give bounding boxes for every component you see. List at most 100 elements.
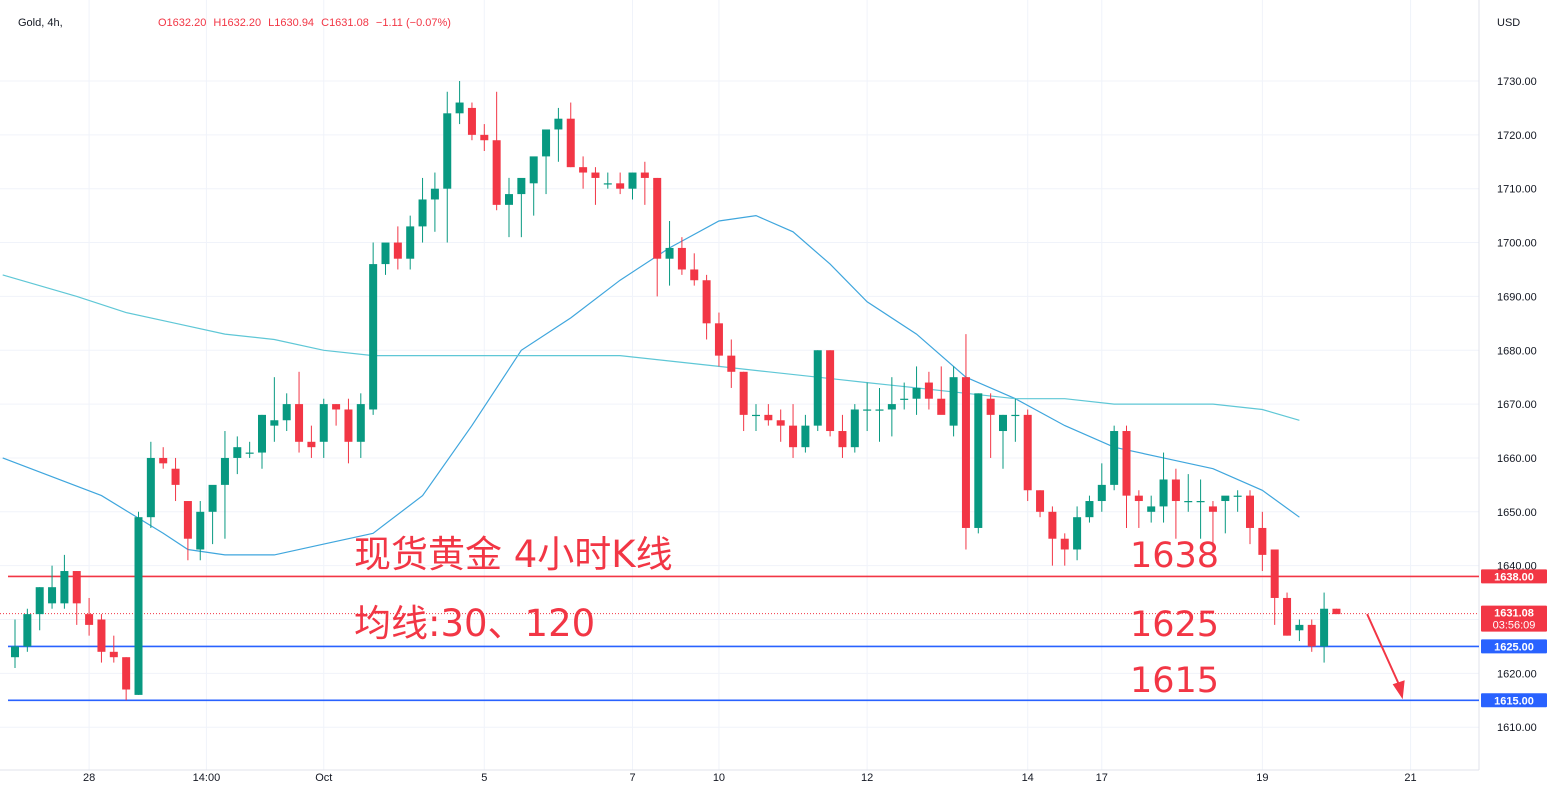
candle bbox=[467, 102, 476, 141]
candle-body bbox=[60, 571, 69, 604]
price-tick-label: 1620.00 bbox=[1497, 668, 1537, 680]
price-tick-label: 1730.00 bbox=[1497, 76, 1537, 88]
candle-body bbox=[554, 118, 563, 130]
candle-body bbox=[332, 404, 341, 410]
price-tick-label: 1680.00 bbox=[1497, 345, 1537, 357]
symbol-label: Gold, 4h, bbox=[18, 17, 63, 29]
candle bbox=[579, 156, 588, 189]
price-tick-label: 1720.00 bbox=[1497, 130, 1537, 142]
candle bbox=[146, 441, 155, 528]
ma30-line bbox=[2, 214, 1300, 556]
candle bbox=[974, 393, 983, 534]
candle-body bbox=[566, 118, 575, 168]
candle bbox=[603, 172, 612, 189]
candle-body bbox=[85, 614, 94, 625]
candle bbox=[912, 366, 921, 415]
candle-body bbox=[122, 657, 131, 690]
candle-body bbox=[690, 269, 699, 281]
candle bbox=[1196, 479, 1205, 539]
horizontal-levels bbox=[0, 575, 1479, 702]
candle-body bbox=[1196, 501, 1205, 503]
candle bbox=[1258, 511, 1267, 572]
candle bbox=[1085, 495, 1094, 523]
candle bbox=[505, 177, 513, 238]
candle-body bbox=[455, 102, 464, 114]
candle bbox=[1307, 619, 1316, 652]
candle bbox=[838, 414, 847, 458]
high-value: H1632.20 bbox=[213, 17, 262, 29]
price-tick-label: 1670.00 bbox=[1497, 399, 1537, 411]
candle bbox=[1295, 619, 1304, 642]
candle-body bbox=[640, 172, 649, 178]
candle-body bbox=[1023, 414, 1032, 491]
candle-body bbox=[986, 398, 995, 415]
candle-body bbox=[1295, 624, 1304, 631]
candle bbox=[233, 436, 242, 475]
time-tick-label: 7 bbox=[629, 772, 635, 784]
candle-body bbox=[134, 517, 143, 695]
price-tag-bg bbox=[1481, 605, 1547, 632]
candle bbox=[764, 404, 773, 426]
price-tick-label: 1650.00 bbox=[1497, 507, 1537, 519]
candle bbox=[282, 393, 291, 432]
candle bbox=[196, 501, 205, 561]
candle-body bbox=[1159, 479, 1168, 507]
candle bbox=[789, 404, 798, 458]
candle-body bbox=[1147, 506, 1156, 512]
close-value: C1631.08 bbox=[321, 17, 369, 29]
candle-body bbox=[109, 651, 118, 658]
candle-body bbox=[764, 414, 773, 421]
candle-body bbox=[517, 177, 526, 195]
candle-body bbox=[270, 420, 279, 426]
time-tick-label: 19 bbox=[1256, 772, 1268, 784]
candle-body bbox=[146, 457, 155, 518]
candle bbox=[35, 587, 44, 631]
candle bbox=[1208, 501, 1217, 550]
price-tick-label: 1660.00 bbox=[1497, 453, 1537, 465]
candle bbox=[616, 172, 625, 195]
time-tick-label: 14 bbox=[1022, 772, 1034, 784]
candle bbox=[653, 177, 662, 297]
candle-body bbox=[1283, 597, 1292, 636]
candle bbox=[1134, 490, 1143, 528]
candle bbox=[1283, 592, 1292, 636]
currency-label: USD bbox=[1497, 17, 1521, 29]
candle bbox=[949, 366, 958, 437]
time-tick-label: 5 bbox=[481, 772, 487, 784]
countdown-text: 03:56:09 bbox=[1493, 620, 1536, 632]
arrow-head bbox=[1392, 680, 1405, 700]
price-tag-1625.00: 1625.00 bbox=[1481, 639, 1547, 654]
candle-body bbox=[863, 409, 872, 411]
candle bbox=[245, 441, 254, 458]
candle-body bbox=[1171, 479, 1180, 502]
candle bbox=[702, 274, 711, 340]
candle bbox=[1246, 490, 1254, 545]
candle bbox=[1147, 495, 1156, 523]
candle-body bbox=[850, 409, 859, 448]
candle bbox=[430, 172, 439, 232]
candle-body bbox=[702, 280, 711, 324]
candle bbox=[171, 457, 180, 502]
time-tick-label: 28 bbox=[83, 772, 95, 784]
axes bbox=[0, 0, 1480, 771]
candle bbox=[517, 177, 526, 238]
candle-body bbox=[282, 404, 291, 421]
candle-body bbox=[258, 414, 266, 453]
candle-body bbox=[875, 409, 884, 411]
candle-body bbox=[628, 172, 637, 189]
candle bbox=[307, 425, 316, 458]
candle-body bbox=[344, 409, 353, 442]
candle-body bbox=[381, 242, 390, 265]
candle-body bbox=[727, 355, 736, 372]
candle bbox=[332, 404, 341, 426]
candle bbox=[727, 339, 736, 388]
candle bbox=[369, 242, 378, 415]
candle-body bbox=[183, 501, 192, 539]
time-tick-labels: 28 14:00 Oct 5 7 10 12 14 17 19 21 bbox=[83, 772, 1417, 784]
candle-body bbox=[1060, 538, 1069, 550]
candle-body bbox=[900, 398, 909, 400]
candle-body bbox=[1184, 501, 1193, 503]
candle bbox=[295, 371, 304, 453]
candle bbox=[443, 91, 452, 243]
